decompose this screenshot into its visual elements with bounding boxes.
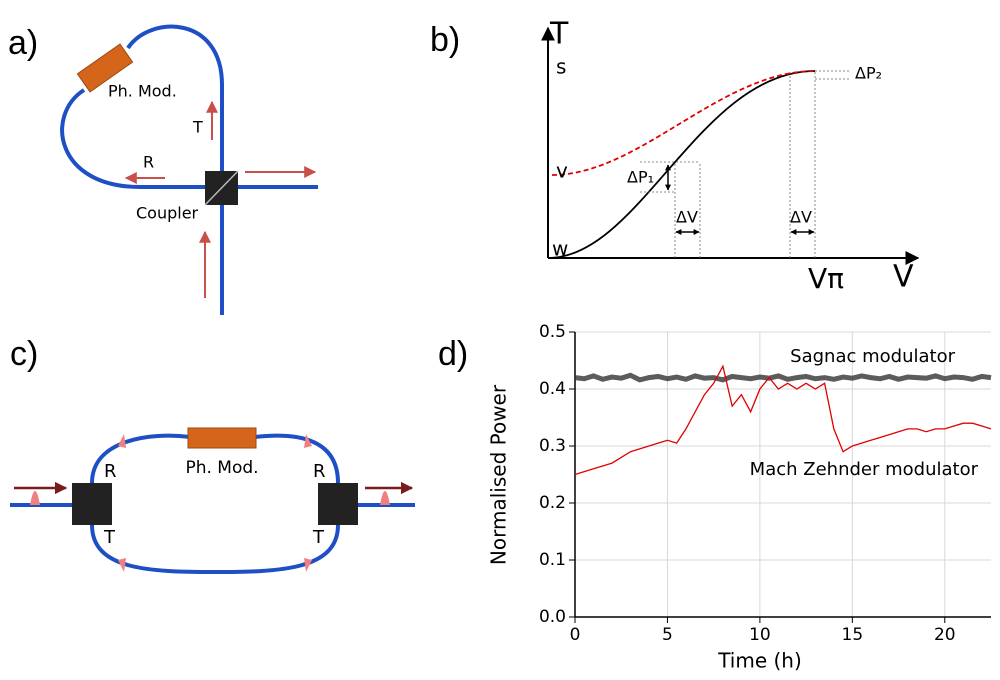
y-tick-label: 0.2 (539, 493, 566, 513)
port-label: R (104, 461, 117, 482)
panel-c: c) Ph. Mod. R T R T (10, 335, 415, 575)
delta-label: ΔV (676, 208, 698, 227)
y-tick-label: 0.1 (539, 550, 566, 570)
series-label: Sagnac modulator (790, 346, 955, 367)
y-tick-label: 0.0 (539, 607, 566, 627)
data-line (574, 372, 992, 383)
port-label: R (313, 461, 326, 482)
axis-label: V (893, 260, 914, 295)
x-tick-label: 20 (934, 625, 956, 645)
pulses (30, 434, 390, 572)
delta-label: ΔP₁ (627, 168, 654, 187)
panel-a: a) Ph. Mod. T R Coupler (8, 24, 318, 315)
panel-label: c) (10, 335, 38, 373)
level-label: s (556, 55, 566, 79)
level-label: v (556, 159, 568, 183)
modulator-label: Ph. Mod. (185, 458, 258, 478)
coupler-label: Coupler (136, 204, 199, 223)
level-label: w (552, 237, 568, 261)
fiber (60, 24, 318, 315)
coupler (72, 483, 112, 525)
sagnac-curve (551, 70, 816, 176)
panel-label: a) (8, 24, 38, 62)
phase-modulator (187, 427, 257, 449)
guides (640, 70, 850, 258)
port-label: T (312, 527, 325, 548)
r-label: R (143, 153, 154, 172)
panel-label: d) (438, 335, 468, 373)
data-line (574, 364, 992, 476)
y-tick-label: 0.5 (539, 322, 566, 342)
y-tick-label: 0.3 (539, 436, 566, 456)
panel-b: b) T s v w Vπ V ΔP₂ ΔP₁ ΔV ΔV (430, 17, 920, 295)
coupler-diagonal (204, 170, 239, 206)
modulator-label: Ph. Mod. (108, 82, 177, 101)
transfer-curve (547, 70, 816, 259)
delta-label: ΔP₂ (855, 64, 882, 83)
delta-label: ΔV (790, 208, 812, 227)
phase-modulator (76, 43, 134, 93)
x-tick-label: 5 (662, 625, 673, 645)
series-label: Mach Zehnder modulator (750, 459, 979, 480)
t-label: T (192, 118, 203, 137)
panel-label: b) (430, 21, 460, 59)
y-axis-label: Normalised Power (487, 384, 511, 565)
x-tick-label: 15 (842, 625, 864, 645)
coupler (318, 483, 358, 525)
axis-label: T (549, 17, 569, 52)
x-tick-label: 10 (749, 625, 771, 645)
x-axis-label: Time (h) (717, 649, 802, 673)
port-label: T (103, 527, 116, 548)
vpi-label: Vπ (808, 262, 844, 295)
y-tick-label: 0.4 (539, 379, 566, 399)
panel-d: d) Time (h) Normalised Power 0.0 0.1 0.2 0.… (438, 322, 992, 673)
x-tick-label: 0 (570, 625, 581, 645)
